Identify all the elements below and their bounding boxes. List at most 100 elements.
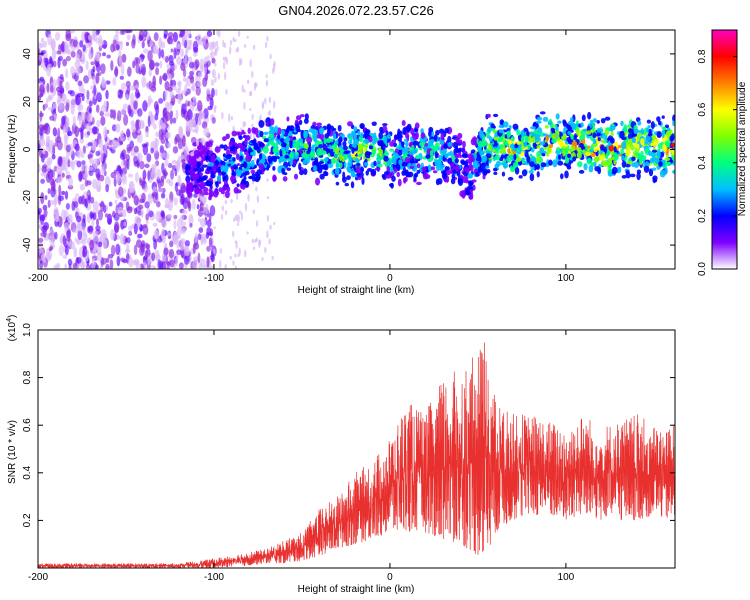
noise-blob	[126, 85, 131, 95]
noise-blob	[95, 180, 102, 193]
ridge-blob	[598, 155, 605, 161]
noise-blob	[176, 56, 182, 66]
ridge-blob	[656, 116, 661, 122]
noise-blob	[38, 163, 41, 173]
noise-blob	[117, 110, 122, 122]
ridge-blob	[546, 159, 550, 167]
ridge-blob	[501, 171, 506, 177]
ridge-blob	[434, 151, 438, 159]
noise-blob	[203, 56, 208, 65]
noise-blob	[189, 101, 195, 112]
noise-blob	[224, 199, 228, 205]
ridge-blob	[342, 141, 347, 147]
ridge-blob	[378, 132, 384, 140]
ridge-blob	[408, 148, 413, 152]
noise-blob	[159, 145, 165, 154]
ridge-blob	[612, 166, 618, 174]
noise-blob	[52, 144, 56, 156]
noise-blob	[166, 232, 172, 237]
noise-blob	[59, 74, 64, 80]
ridge-blob	[650, 142, 655, 146]
noise-blob	[86, 131, 91, 136]
noise-blob	[84, 198, 89, 209]
noise-blob	[205, 203, 209, 215]
noise-blob	[220, 214, 224, 220]
ridge-blob	[610, 137, 615, 144]
noise-blob	[127, 173, 133, 178]
ridge-blob	[370, 168, 377, 177]
noise-blob	[38, 84, 45, 97]
ridge-blob	[196, 183, 201, 187]
ridge-blob	[443, 143, 449, 150]
noise-blob	[148, 68, 152, 77]
ridge-blob	[528, 170, 534, 174]
ridge-blob	[347, 153, 351, 157]
ridge-blob	[561, 135, 566, 140]
noise-blob	[155, 210, 161, 223]
noise-blob	[201, 36, 207, 45]
y-tick-label: -40	[22, 237, 33, 252]
ridge-blob	[205, 179, 210, 186]
noise-blob	[119, 152, 125, 160]
noise-blob	[154, 249, 160, 261]
noise-blob	[88, 52, 93, 60]
ridge-blob	[298, 138, 304, 143]
ridge-blob	[226, 186, 231, 192]
noise-blob	[119, 233, 125, 245]
ridge-blob	[648, 150, 653, 156]
ridge-blob	[244, 135, 250, 141]
noise-blob	[65, 43, 70, 54]
noise-blob	[201, 195, 207, 204]
ridge-blob	[224, 190, 230, 199]
noise-blob	[266, 35, 269, 42]
ridge-blob	[259, 153, 263, 161]
noise-blob	[102, 52, 106, 57]
ridge-blob	[289, 140, 293, 149]
noise-blob	[185, 114, 190, 122]
noise-blob	[177, 92, 182, 105]
noise-blob	[211, 57, 216, 64]
ridge-blob	[516, 130, 521, 136]
noise-blob	[145, 125, 149, 134]
noise-blob	[174, 136, 178, 145]
ridge-blob	[566, 165, 572, 170]
ridge-blob	[208, 190, 215, 198]
noise-blob	[236, 192, 239, 201]
ridge-blob	[318, 144, 324, 149]
ridge-blob	[668, 147, 673, 153]
noise-blob	[267, 111, 271, 116]
noise-blob	[169, 110, 174, 118]
noise-blob	[167, 32, 174, 38]
ridge-blob	[623, 124, 628, 133]
ridge-blob	[385, 130, 389, 136]
noise-blob	[188, 119, 195, 128]
ridge-blob	[605, 152, 609, 160]
ridge-blob	[295, 124, 301, 132]
ridge-blob	[576, 151, 582, 159]
colorbar: 0.0 0.2 0.4 0.6 0.8 Normalized spectral ampl…	[697, 29, 748, 276]
noise-blob	[145, 243, 151, 250]
noise-blob	[160, 261, 167, 269]
ridge-blob	[411, 163, 418, 172]
ridge-blob	[551, 132, 557, 140]
noise-blob	[170, 169, 175, 180]
noise-blob	[232, 260, 235, 266]
noise-blob	[268, 96, 272, 104]
noise-blob	[105, 263, 110, 269]
ridge-blob	[214, 146, 221, 153]
noise-blob	[229, 255, 232, 260]
ridge-blob	[469, 181, 473, 187]
ridge-blob	[594, 165, 601, 172]
x-tick-label: -200	[28, 273, 48, 284]
ridge-blob	[652, 175, 658, 182]
noise-blob	[141, 264, 145, 269]
noise-blob	[65, 55, 71, 62]
ridge-blob	[227, 163, 232, 167]
ridge-blob	[368, 145, 373, 150]
ridge-blob	[477, 140, 484, 149]
noise-blob	[92, 212, 97, 221]
noise-blob	[268, 238, 271, 245]
noise-blob	[264, 41, 268, 49]
noise-blob	[74, 67, 81, 76]
ridge-blob	[312, 165, 317, 172]
